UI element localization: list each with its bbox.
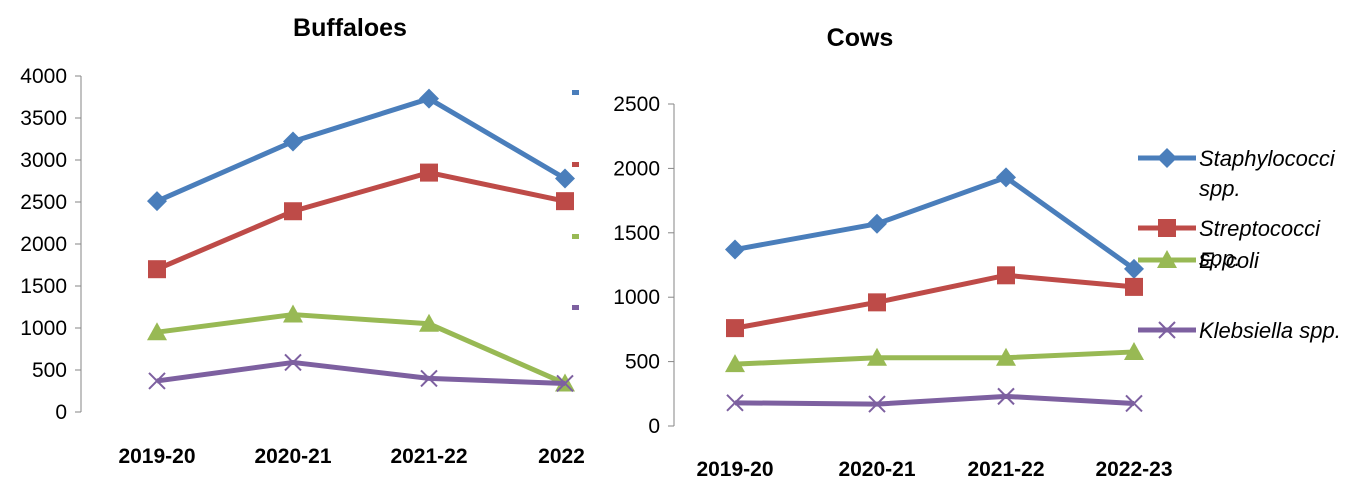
x-category-label: 2021-22 — [967, 458, 1044, 481]
y-tick-label: 2500 — [20, 191, 67, 214]
cows-ecoli-point — [867, 347, 887, 366]
legend-fragment-strep — [572, 162, 579, 167]
buffaloes-staph-point — [555, 168, 575, 189]
cows-staph-line — [734, 174, 1136, 271]
cows-kleb-point — [868, 395, 886, 413]
x-category-label: 2022-23 — [1095, 458, 1172, 481]
buffaloes-ecoli-line — [156, 312, 567, 386]
legend-marker-staph — [1157, 148, 1177, 168]
cows-kleb-point — [997, 387, 1015, 406]
buffaloes-strep-point — [420, 163, 438, 182]
cows-strep-point — [868, 293, 886, 312]
cows-strep-point — [997, 266, 1015, 285]
cows-strep-point — [1125, 277, 1143, 296]
cows-kleb-line — [734, 393, 1135, 407]
y-tick-label: 500 — [32, 359, 67, 382]
buffaloes-kleb-point — [420, 369, 438, 388]
buffaloes-strep-point — [556, 192, 574, 211]
cows-staph-point — [996, 167, 1016, 188]
x-category-label: 2020-21 — [838, 458, 915, 481]
cows-ecoli-point — [996, 347, 1016, 366]
buffaloes-kleb-point — [148, 372, 166, 390]
legend-label-staph: Staphylococci — [1199, 146, 1336, 171]
buffaloes-ecoli-point — [147, 322, 167, 341]
buffaloes-kleb-point — [284, 353, 302, 372]
buffaloes-strep-point — [148, 260, 166, 279]
y-tick-label: 4000 — [20, 65, 67, 88]
legend-label-strep: Streptococci — [1199, 216, 1321, 241]
legend-fragment-staph — [572, 90, 579, 95]
buffaloes-ecoli-point — [419, 313, 439, 332]
buffaloes-ecoli-point — [283, 304, 303, 323]
x-category-label: 2021-22 — [390, 445, 467, 468]
y-tick-label: 1000 — [20, 317, 67, 340]
buffaloes-strep-line — [156, 170, 566, 272]
cows-chart: Cows 0 500 1000 1500 2000 2500 2019-20 2020-21 2… — [613, 24, 1172, 481]
buffaloes-staph-point — [419, 88, 439, 109]
legend-marker-strep — [1158, 219, 1176, 237]
y-tick-label: 1500 — [613, 222, 660, 245]
x-category-label: 2020-21 — [254, 445, 331, 468]
y-tick-label: 3000 — [20, 149, 67, 172]
cows-staph-point — [1124, 258, 1144, 279]
y-tick-label: 0 — [55, 401, 67, 424]
cows-strep-line — [734, 272, 1135, 331]
y-tick-label: 1500 — [20, 275, 67, 298]
cows-staph-point — [867, 213, 887, 234]
buffaloes-staph-line — [155, 96, 567, 204]
x-category-label: 2019-20 — [696, 458, 773, 481]
legend-label-staph: spp. — [1199, 176, 1241, 201]
legend-fragment-kleb — [572, 305, 579, 310]
cows-kleb-point — [1125, 394, 1143, 413]
cows-ecoli-point — [725, 354, 745, 373]
y-tick-label: 1000 — [613, 286, 660, 309]
buffaloes-staph-point — [147, 191, 167, 212]
legend-label-kleb: Klebsiella spp. — [1199, 318, 1341, 343]
y-tick-label: 2500 — [613, 93, 660, 116]
cows-kleb-point — [726, 394, 744, 412]
y-tick-label: 500 — [625, 351, 660, 374]
buffaloes-chart-title: Buffaloes — [293, 14, 407, 42]
y-tick-label: 2000 — [20, 233, 67, 256]
x-category-label: 2019-20 — [118, 445, 195, 468]
buffaloes-kleb-line — [156, 359, 566, 386]
cows-ecoli-point — [1124, 341, 1144, 360]
cows-chart-title: Cows — [827, 24, 894, 52]
legend-label-strep: spp. — [1199, 246, 1241, 271]
buffaloes-strep-point — [284, 202, 302, 221]
buffaloes-staph-point — [283, 131, 303, 152]
cows-strep-point — [726, 319, 744, 338]
legend-fragment-ecoli — [572, 234, 579, 239]
cows-staph-point — [725, 239, 745, 260]
cows-ecoli-line — [734, 349, 1135, 367]
legend-label-ecoli: E. coli — [1199, 248, 1260, 273]
y-tick-label: 3500 — [20, 107, 67, 130]
x-category-label: 2022- — [538, 445, 592, 468]
buffaloes-legend-fragments — [572, 90, 579, 310]
buffaloes-chart: Buffaloes 0 500 1000 1500 2000 2500 3000 3500 40… — [20, 14, 592, 468]
y-tick-label: 2000 — [613, 157, 660, 180]
buffaloes-kleb-point — [556, 374, 574, 393]
legend-marker-ecoli — [1157, 250, 1177, 268]
y-tick-label: 0 — [648, 415, 660, 438]
legend-marker-kleb — [1158, 321, 1176, 339]
